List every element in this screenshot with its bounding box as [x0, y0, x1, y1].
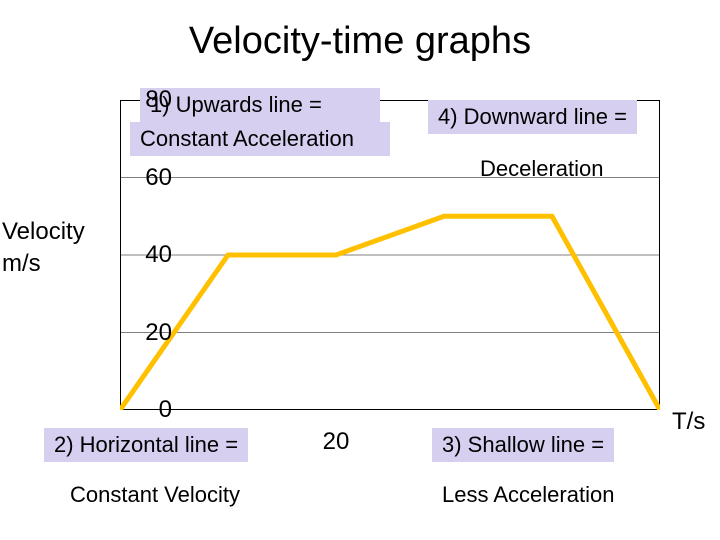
annotation-4-body: Deceleration: [470, 152, 614, 186]
annotation-1-body: Constant Acceleration: [130, 122, 390, 156]
y-axis-label-2: m/s: [2, 250, 41, 278]
y-tick-label: 20: [145, 319, 172, 347]
annotation-1-title: 1) Upwards line =: [140, 88, 380, 122]
annotation-3-body: Less Acceleration: [432, 478, 624, 512]
x-tick-label: 20: [323, 428, 350, 456]
annotation-3-title: 3) Shallow line =: [432, 428, 614, 462]
y-tick-label: 60: [145, 164, 172, 192]
y-tick-label: 0: [159, 396, 172, 424]
annotation-4-title: 4) Downward line =: [428, 100, 637, 134]
y-tick-label: 40: [145, 241, 172, 269]
annotation-2-title: 2) Horizontal line =: [44, 428, 248, 462]
y-tick-label: 80: [145, 86, 172, 114]
x-axis-label: T/s: [672, 408, 705, 436]
y-axis-label-1: Velocity: [2, 218, 85, 246]
annotation-2-body: Constant Velocity: [60, 478, 250, 512]
page-title: Velocity-time graphs: [0, 20, 720, 63]
